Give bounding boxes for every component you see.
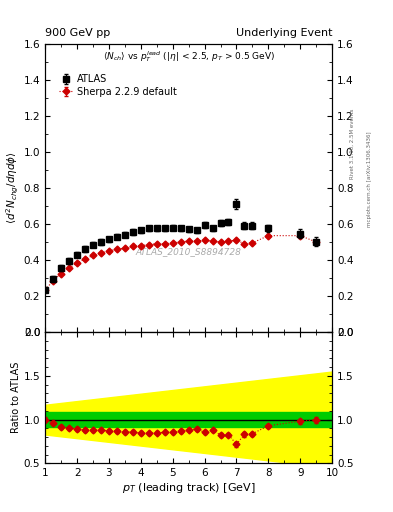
Y-axis label: $\langle d^2 N_{chg}/d\eta d\phi \rangle$: $\langle d^2 N_{chg}/d\eta d\phi \rangle… (5, 152, 21, 224)
Text: $\langle N_{ch}\rangle$ vs $p_T^{lead}$ (|$\eta$| < 2.5, $p_T$ > 0.5 GeV): $\langle N_{ch}\rangle$ vs $p_T^{lead}$ … (103, 49, 275, 64)
Text: ATLAS_2010_S8894728: ATLAS_2010_S8894728 (136, 247, 242, 256)
Text: 900 GeV pp: 900 GeV pp (45, 28, 110, 38)
Text: Rivet 3.1.10, 2.5M events: Rivet 3.1.10, 2.5M events (350, 108, 355, 179)
Legend: ATLAS, Sherpa 2.2.9 default: ATLAS, Sherpa 2.2.9 default (56, 72, 180, 100)
Y-axis label: Ratio to ATLAS: Ratio to ATLAS (11, 362, 21, 434)
Text: mcplots.cern.ch [arXiv:1306.3436]: mcplots.cern.ch [arXiv:1306.3436] (367, 132, 373, 227)
Text: Underlying Event: Underlying Event (235, 28, 332, 38)
X-axis label: $p_T$ (leading track) [GeV]: $p_T$ (leading track) [GeV] (122, 481, 255, 495)
